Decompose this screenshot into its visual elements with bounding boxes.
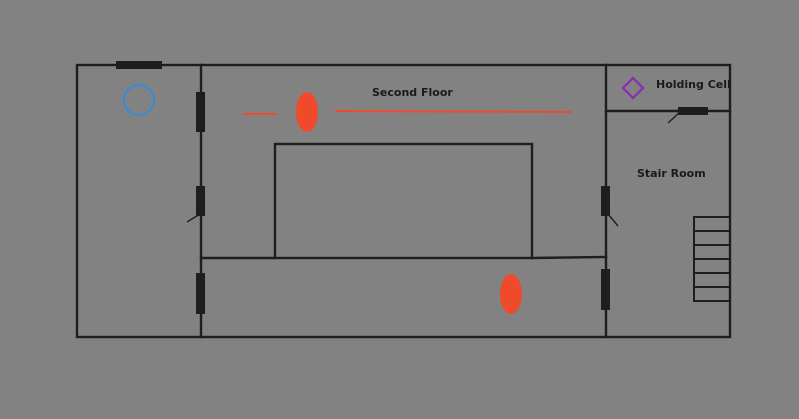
door-holding-cell[interactable] — [678, 107, 708, 115]
door-right-lower[interactable] — [601, 269, 610, 310]
stairs[interactable] — [693, 216, 731, 302]
objective-diamond[interactable] — [621, 76, 645, 100]
door-left-lower[interactable] — [196, 273, 205, 314]
door-left-upper[interactable] — [196, 92, 205, 132]
enemy-guard-bottom[interactable] — [500, 274, 522, 314]
room-label-stair-room: Stair Room — [637, 167, 706, 180]
outer-wall — [75, 63, 732, 339]
door-right-middle[interactable] — [601, 186, 610, 216]
door-swing-right-middle — [607, 213, 619, 227]
door-top-left[interactable] — [116, 61, 162, 69]
enemy-guard-top[interactable] — [296, 92, 318, 132]
player-start-circle[interactable] — [122, 83, 156, 117]
door-swing-holding-cell — [667, 111, 681, 124]
door-swing-left-middle — [186, 213, 201, 223]
room-label-holding-cell: Holding Cell — [656, 78, 731, 91]
corridor-wall-right — [530, 255, 608, 260]
room-label-second-floor: Second Floor — [372, 86, 453, 99]
patrol-line-long — [334, 110, 573, 113]
central-block — [273, 142, 534, 260]
door-left-middle[interactable] — [196, 186, 205, 216]
